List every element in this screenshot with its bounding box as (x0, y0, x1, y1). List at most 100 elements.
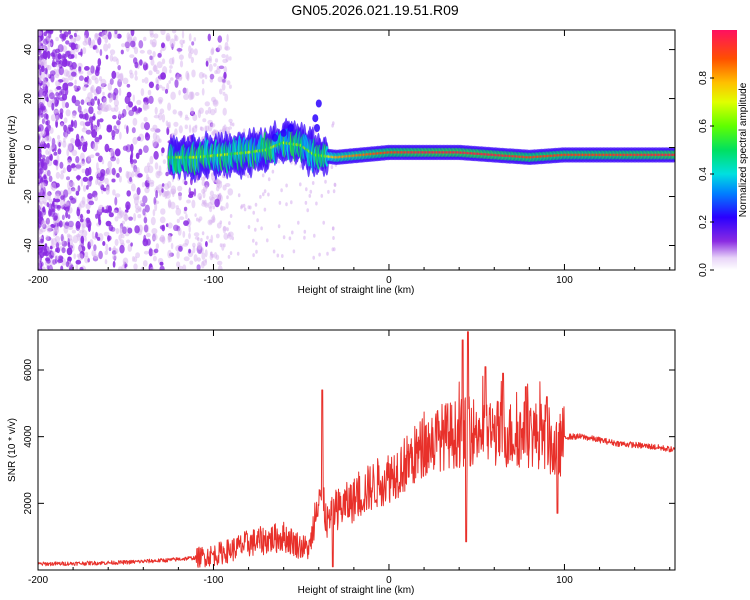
spectrogram-noise-cell (95, 86, 102, 95)
spectrogram-noise-cell (191, 127, 195, 134)
spectrogram-noise-cell (224, 93, 229, 102)
spectrogram-noise-cell (78, 75, 84, 81)
spectrogram-noise-cell (38, 75, 43, 84)
spectrogram-noise-cell (176, 73, 180, 81)
spectrogram-noise-cell (52, 259, 57, 265)
spectrogram-noise-cell (205, 241, 208, 247)
spectrogram-noise-cell (185, 114, 188, 119)
colorbar-tick-label: 0.6 (698, 119, 709, 133)
spectrogram-noise-cell (226, 33, 229, 43)
spectrogram-noise-cell (42, 78, 47, 87)
spectrogram-noise-cell (164, 88, 169, 94)
spectrogram-noise-cell (50, 70, 56, 76)
spectrogram-noise-cell (198, 218, 201, 223)
spectrogram-y-tick-label: 20 (23, 93, 34, 105)
spectrogram-noise-cell (139, 59, 143, 66)
spectrogram-noise-cell (121, 43, 126, 48)
snr-y-tick-label: 2000 (23, 492, 34, 515)
spectrogram-noise-cell (51, 143, 56, 150)
spectrogram-noise-cell (98, 134, 103, 140)
spectrogram-noise-cell (65, 40, 70, 45)
spectrogram-noise-cell (206, 235, 209, 240)
spectrogram-noise-cell (61, 99, 66, 109)
spectrogram-noise-cell (177, 185, 183, 192)
spectrogram-noise-cell (133, 46, 139, 55)
spectrogram-noise-cell (95, 213, 99, 219)
spectrogram-noise-cell (208, 55, 213, 64)
spectrogram-noise-cell (224, 41, 229, 51)
spectrogram-noise-cell (95, 179, 99, 185)
spectrogram-noise-cell (161, 188, 164, 193)
spectrogram-noise-cell (120, 49, 124, 55)
spectrogram-noise-cell (134, 225, 140, 234)
spectrogram-noise-cell (63, 31, 69, 38)
spectrogram-noise-cell (114, 193, 121, 198)
spectrogram-noise-cell (87, 92, 93, 100)
spectrogram-noise-cell (78, 70, 84, 75)
spectrogram-noise-cell (322, 220, 326, 225)
spectrogram-noise-cell (97, 98, 100, 106)
spectrogram-noise-cell (205, 185, 208, 190)
spectrogram-noise-cell (99, 118, 104, 123)
spectrogram-noise-cell (144, 133, 151, 141)
spectrogram-noise-cell (197, 237, 200, 242)
spectrogram-noise-cell (72, 167, 78, 172)
snr-ticks: -200 -100 0 100 2000 4000 6000 (23, 330, 675, 586)
spectrogram-noise-cell (177, 227, 182, 236)
spectrogram-noise-cell (144, 77, 149, 84)
spectrogram-noise-cell (68, 42, 75, 48)
spectrogram-noise-cell (70, 197, 77, 204)
spectrogram-noise-cell (80, 178, 84, 187)
spectrogram-noise-cell (176, 48, 183, 52)
spectrogram-noise-cell (198, 107, 204, 114)
spectrogram-noise-cell (226, 80, 231, 86)
spectrogram-noise-cell (217, 44, 222, 51)
spectrogram-noise-cell (66, 247, 73, 256)
spectrogram-noise-cell (130, 40, 136, 48)
spectrogram-noise-cell (193, 188, 197, 197)
spectrogram-noise-cell (41, 118, 45, 125)
spectrogram-noise-cell (204, 249, 208, 258)
spectrogram-noise-cell (137, 107, 141, 114)
spectrogram-noise-cell (201, 231, 205, 236)
spectrogram-noise-cell (203, 175, 206, 180)
spectrogram-noise-cell (96, 110, 102, 115)
spectrogram-noise-cell (114, 196, 118, 206)
spectrogram-noise-cell (70, 71, 77, 77)
spectrogram-noise-cell (78, 230, 84, 234)
spectrogram-noise-cell (199, 196, 202, 201)
spectrogram-noise-cell (73, 119, 78, 129)
spectrogram-noise-cell (153, 248, 159, 254)
spectrogram-noise-cell (115, 71, 120, 78)
spectrogram-noise-cell (260, 226, 263, 231)
spectrogram-noise-cell (95, 47, 100, 54)
spectrogram-noise-cell (131, 127, 136, 134)
spectrogram-noise-cell (146, 232, 151, 238)
spectrogram-noise-cell (98, 182, 103, 187)
spectrogram-noise-cell (106, 124, 113, 130)
spectrogram-noise-cell (221, 53, 226, 59)
spectrogram-noise-cell (167, 102, 172, 111)
spectrogram-noise-cell (45, 257, 51, 262)
spectrogram-noise-cell (169, 38, 176, 47)
spectrogram-noise-cell (91, 129, 98, 138)
spectrogram-noise-cell (201, 252, 206, 260)
spectrogram-noise-cell (223, 66, 228, 74)
spectrogram-noise-cell (66, 164, 72, 173)
spectrogram-noise-cell (111, 178, 116, 183)
spectrogram-noise-cell (170, 242, 174, 250)
spectrogram-noise-cell (76, 162, 82, 171)
spectrogram-noise-cell (331, 226, 335, 231)
spectrogram-noise-cell (126, 83, 131, 88)
spectrogram-noise-cell (159, 225, 165, 230)
snr-x-tick-label: -100 (203, 575, 223, 586)
spectrogram-noise-cell (155, 83, 160, 91)
spectrogram-noise-cell (209, 73, 215, 80)
spectrogram-noise-cell (71, 163, 76, 169)
spectrogram-noise-cell (137, 214, 142, 219)
spectrogram-noise-cell (49, 92, 55, 100)
spectrogram-noise-cell (122, 257, 129, 265)
spectrogram-noise-cell (152, 255, 157, 262)
colorbar-label: Normalized spectral amplitude (738, 82, 749, 217)
spectrogram-noise-cell (112, 115, 117, 120)
